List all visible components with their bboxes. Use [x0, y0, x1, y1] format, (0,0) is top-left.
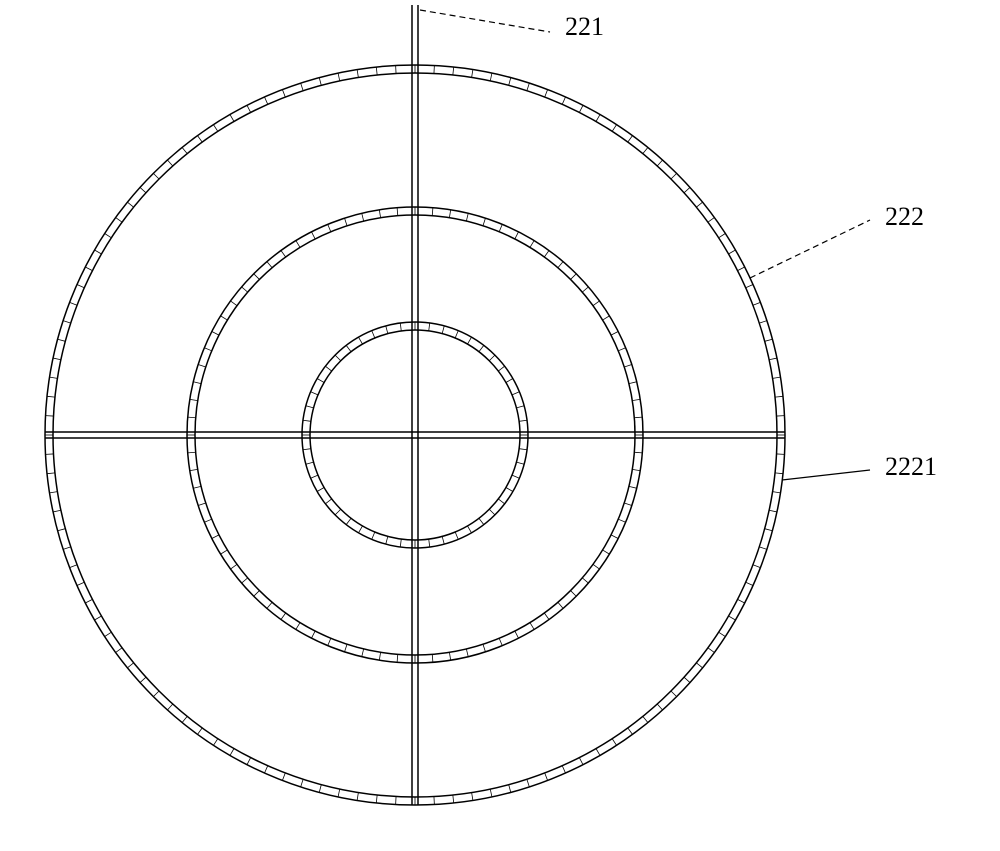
- label-221: 221: [565, 12, 604, 41]
- middle-circle: [187, 207, 643, 663]
- inner-circle: [302, 322, 528, 548]
- labels: 221 222 2221: [565, 12, 937, 481]
- crosshairs: [45, 5, 785, 805]
- technical-diagram: 221 222 2221: [0, 0, 1000, 851]
- label-222-leader: [750, 220, 870, 278]
- label-2221: 2221: [885, 452, 937, 481]
- label-2221-leader: [782, 470, 870, 480]
- label-221-leader: [420, 10, 550, 32]
- concentric-circles: [45, 65, 785, 805]
- label-222: 222: [885, 202, 924, 231]
- outer-circle: [45, 65, 785, 805]
